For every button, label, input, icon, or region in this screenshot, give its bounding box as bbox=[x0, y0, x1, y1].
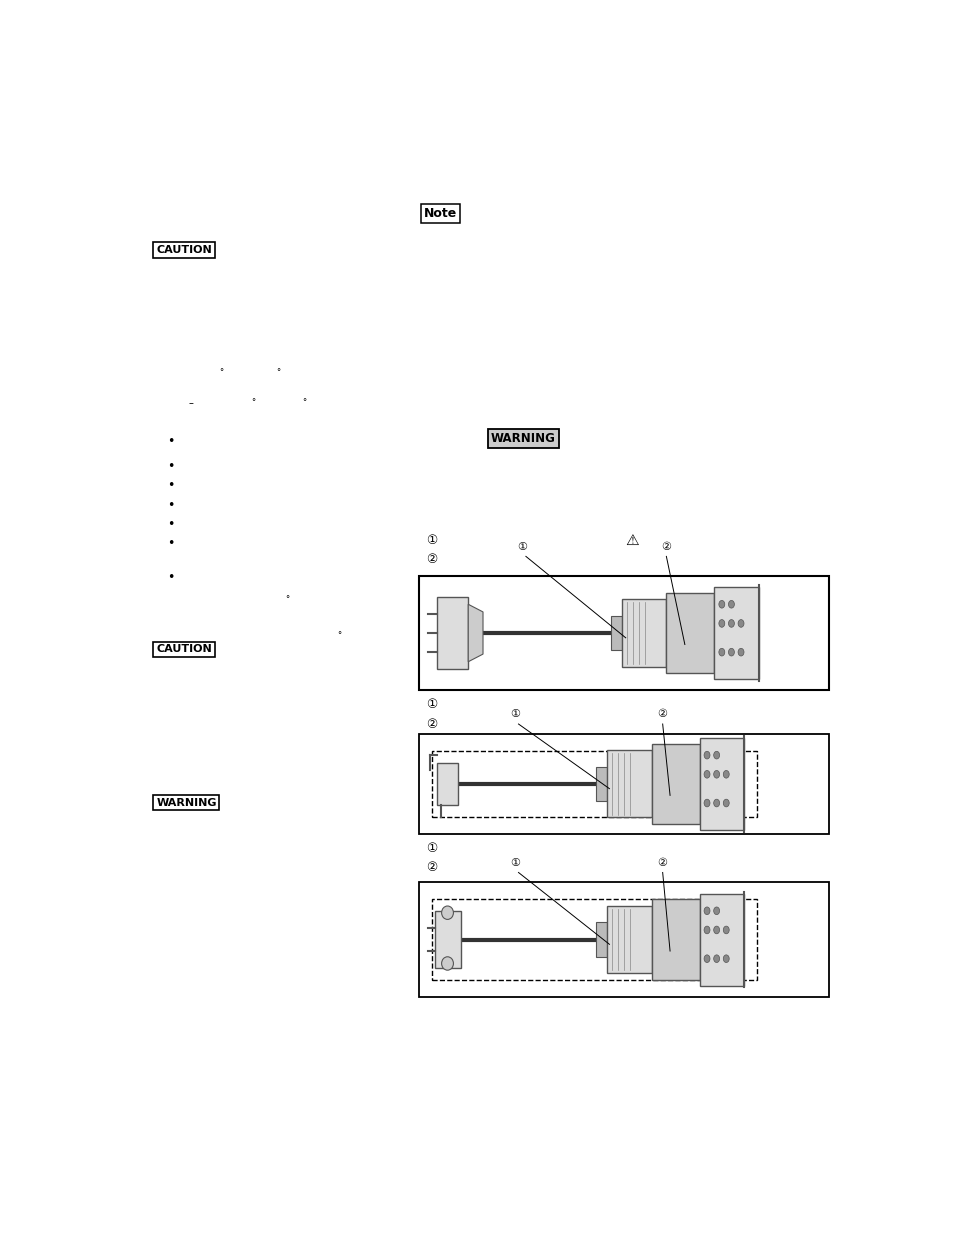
Circle shape bbox=[728, 620, 734, 627]
Bar bbox=[436, 597, 468, 669]
Circle shape bbox=[738, 648, 743, 656]
Text: –: – bbox=[189, 398, 193, 408]
Text: •: • bbox=[167, 460, 174, 473]
Text: CAUTION: CAUTION bbox=[156, 644, 212, 654]
Text: WARNING: WARNING bbox=[491, 432, 556, 445]
Text: ②: ② bbox=[426, 718, 436, 730]
Bar bbox=[651, 899, 699, 980]
Text: ①: ① bbox=[509, 858, 519, 868]
Text: ①: ① bbox=[426, 698, 436, 712]
Circle shape bbox=[738, 620, 743, 627]
Bar bbox=[432, 899, 756, 980]
Text: °: ° bbox=[337, 632, 341, 641]
Circle shape bbox=[728, 601, 734, 608]
Circle shape bbox=[703, 799, 709, 807]
Circle shape bbox=[713, 751, 719, 759]
Ellipse shape bbox=[441, 957, 453, 970]
Text: ①: ① bbox=[509, 709, 519, 719]
Text: ②: ② bbox=[660, 542, 671, 552]
Text: ②: ② bbox=[657, 858, 667, 868]
Bar bbox=[621, 600, 665, 667]
Bar bbox=[714, 587, 758, 679]
Ellipse shape bbox=[441, 906, 453, 919]
Bar bbox=[651, 744, 699, 824]
Circle shape bbox=[719, 648, 724, 656]
Text: °: ° bbox=[251, 398, 254, 408]
Circle shape bbox=[719, 620, 724, 627]
Polygon shape bbox=[468, 605, 482, 662]
Text: °: ° bbox=[302, 398, 307, 408]
Circle shape bbox=[703, 926, 709, 934]
Text: •: • bbox=[167, 479, 174, 491]
Text: °: ° bbox=[276, 368, 280, 377]
Circle shape bbox=[722, 955, 728, 963]
Circle shape bbox=[713, 907, 719, 914]
Text: •: • bbox=[167, 537, 174, 550]
Text: CAUTION: CAUTION bbox=[156, 245, 212, 255]
Circle shape bbox=[703, 907, 709, 914]
Text: ⚠: ⚠ bbox=[625, 532, 639, 547]
Circle shape bbox=[719, 601, 724, 608]
Text: •: • bbox=[167, 519, 174, 531]
Circle shape bbox=[703, 955, 709, 963]
Bar bbox=[606, 906, 651, 973]
Bar bbox=[699, 738, 743, 830]
Text: •: • bbox=[167, 499, 174, 513]
Bar bbox=[610, 616, 621, 651]
Bar bbox=[432, 751, 756, 817]
Text: ②: ② bbox=[426, 552, 436, 566]
Circle shape bbox=[722, 926, 728, 934]
Text: ①: ① bbox=[426, 534, 436, 546]
Text: °: ° bbox=[219, 368, 223, 377]
Text: ①: ① bbox=[517, 542, 527, 552]
Circle shape bbox=[703, 751, 709, 759]
Circle shape bbox=[722, 799, 728, 807]
Circle shape bbox=[722, 770, 728, 779]
Circle shape bbox=[713, 955, 719, 963]
Bar bbox=[699, 893, 743, 985]
Circle shape bbox=[713, 799, 719, 807]
Circle shape bbox=[703, 770, 709, 779]
Bar bbox=[665, 593, 714, 673]
Bar bbox=[596, 766, 606, 801]
Bar bbox=[606, 750, 651, 817]
Bar bbox=[418, 882, 828, 996]
Text: •: • bbox=[167, 571, 174, 583]
Circle shape bbox=[713, 926, 719, 934]
Text: ②: ② bbox=[657, 709, 667, 719]
Bar bbox=[435, 911, 460, 968]
Bar bbox=[418, 576, 828, 690]
Bar bbox=[436, 763, 457, 805]
Text: ①: ① bbox=[426, 842, 436, 855]
Text: °: ° bbox=[285, 595, 290, 605]
Text: ②: ② bbox=[426, 861, 436, 875]
Text: WARNING: WARNING bbox=[156, 797, 216, 807]
Bar bbox=[418, 734, 828, 835]
Text: Note: Note bbox=[424, 207, 457, 220]
Text: •: • bbox=[167, 435, 174, 448]
Circle shape bbox=[728, 648, 734, 656]
Bar bbox=[596, 922, 606, 957]
Circle shape bbox=[713, 770, 719, 779]
